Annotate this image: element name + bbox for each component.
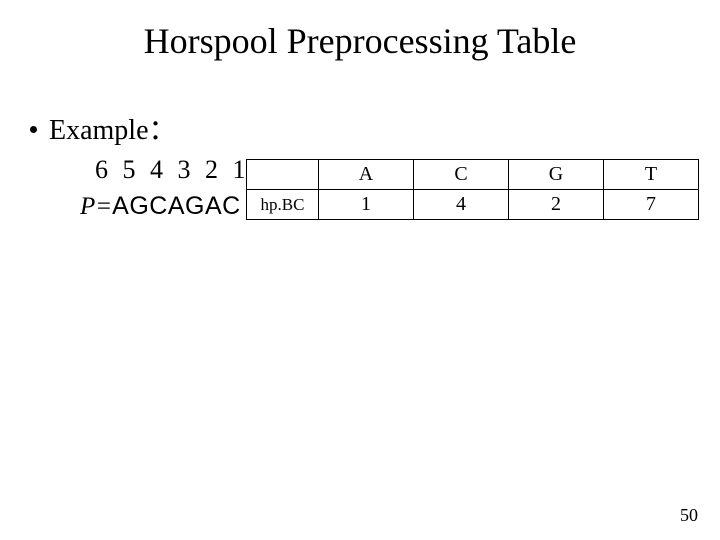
slide-title: Horspool Preprocessing Table [0, 20, 720, 62]
bullet-label: Example： [49, 108, 177, 148]
pattern-prefix: P= [80, 193, 112, 220]
pattern-indices: 6 5 4 3 2 1 [95, 155, 250, 185]
table-cell: 1 [319, 190, 414, 220]
table-cell: 2 [509, 190, 604, 220]
slide: Horspool Preprocessing Table Example： 6 … [0, 0, 720, 540]
table-header-cell: T [604, 160, 699, 190]
table-row-label: hp.BC [247, 190, 319, 220]
preprocessing-table: A C G T hp.BC 1 4 2 7 [246, 159, 699, 220]
table-row: hp.BC 1 4 2 7 [247, 190, 699, 220]
table-header-cell: A [319, 160, 414, 190]
bullet-row: Example： [30, 108, 177, 148]
pattern-line: P=AGCAGAC [80, 192, 241, 221]
page-number: 50 [680, 505, 698, 526]
table-header-cell: C [414, 160, 509, 190]
pattern-value: AGCAGAC [112, 192, 241, 220]
table-header-cell [247, 160, 319, 190]
table-cell: 4 [414, 190, 509, 220]
table-row: A C G T [247, 160, 699, 190]
bullet-icon [30, 126, 37, 133]
table-cell: 7 [604, 190, 699, 220]
table-header-cell: G [509, 160, 604, 190]
